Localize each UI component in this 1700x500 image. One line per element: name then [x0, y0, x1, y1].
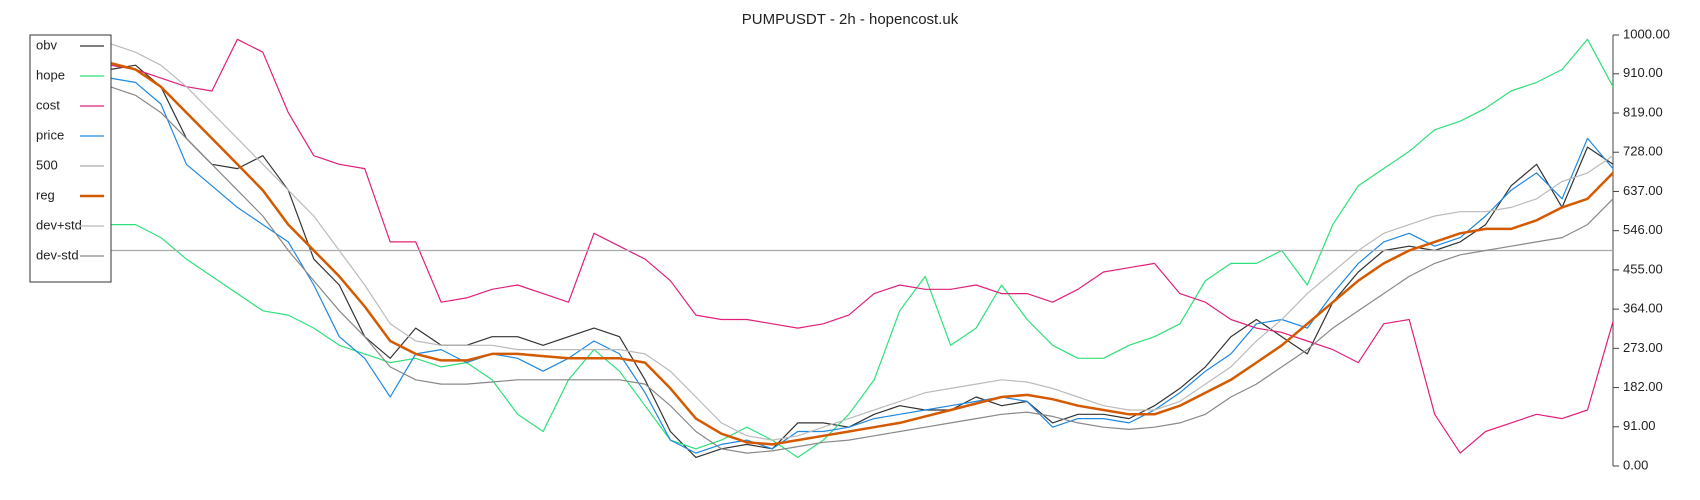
y-tick-label: 364.00: [1623, 301, 1663, 316]
series-line: [110, 38, 1614, 458]
y-tick-label: 0.00: [1623, 457, 1648, 472]
y-tick-label: 273.00: [1623, 340, 1663, 355]
y-tick-label: 546.00: [1623, 222, 1663, 237]
series-line: [109, 64, 1614, 458]
y-tick-label: 182.00: [1623, 379, 1663, 394]
y-tick-label: 819.00: [1623, 104, 1663, 119]
y-tick-label: 1000.00: [1623, 26, 1670, 41]
series-line: [109, 43, 1614, 441]
series-line: [109, 77, 1614, 454]
legend-label: cost: [36, 97, 60, 112]
legend-label: dev+std: [36, 217, 82, 232]
y-tick-label: 728.00: [1623, 144, 1663, 159]
series-line: [109, 61, 1614, 446]
chart-title: PUMPUSDT - 2h - hopencost.uk: [742, 11, 959, 28]
legend-label: dev-std: [36, 247, 79, 262]
series-line: [109, 86, 1614, 454]
legend-label: 500: [36, 157, 58, 172]
legend-label: reg: [36, 187, 55, 202]
legend: obv hope cost price 500 reg dev+std dev-std: [29, 34, 112, 283]
legend-label: price: [36, 127, 64, 142]
series-line: [109, 38, 1614, 454]
legend-label: hope: [36, 67, 65, 82]
legend-label: obv: [36, 37, 57, 52]
y-tick-label: 637.00: [1623, 183, 1663, 198]
y-tick-label: 455.00: [1623, 261, 1663, 276]
y-tick-label: 910.00: [1623, 65, 1663, 80]
y-tick-label: 91.00: [1623, 418, 1656, 433]
